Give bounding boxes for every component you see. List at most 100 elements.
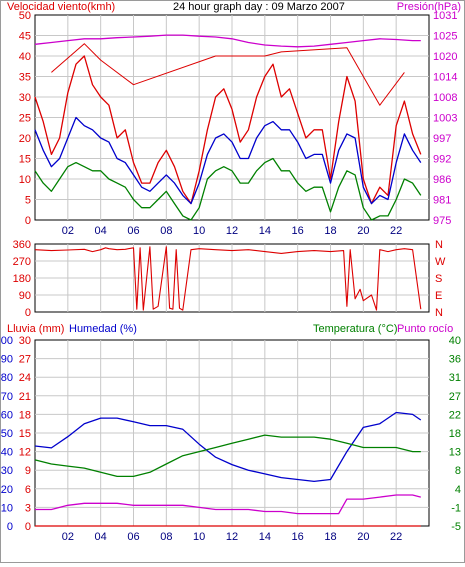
rain-tick-label: 18 bbox=[19, 409, 31, 421]
humidity-tick-label: 100 bbox=[1, 335, 13, 347]
chart-title: 24 hour graph day : 09 Marzo 2007 bbox=[173, 1, 345, 13]
rain-tick-label: 3 bbox=[25, 502, 31, 514]
pressure-axis-label: Presión(hPa) bbox=[397, 1, 461, 13]
humidity-tick-label: 40 bbox=[1, 447, 13, 459]
wind-speed-tick-label: 0 bbox=[25, 215, 31, 227]
pressure-tick-label: 975 bbox=[433, 215, 451, 227]
wind-x-tick-label: 08 bbox=[160, 225, 172, 237]
pressure-tick-label: 992 bbox=[433, 154, 451, 166]
direction-compass-tick-label: N bbox=[435, 239, 443, 251]
humidity-tick-label: 10 bbox=[1, 502, 13, 514]
temperature-tick-label: 8 bbox=[455, 465, 461, 477]
direction-compass-tick-label: N bbox=[435, 307, 443, 319]
direction-degree-tick-label: 360 bbox=[13, 239, 31, 251]
humidity-x-tick-label: 06 bbox=[127, 531, 139, 543]
rain-tick-label: 6 bbox=[25, 484, 31, 496]
wind-speed-tick-label: 35 bbox=[19, 72, 31, 84]
humidity-tick-label: 0 bbox=[7, 521, 13, 533]
wind-series-1 bbox=[51, 43, 405, 106]
humidity-tick-label: 70 bbox=[1, 391, 13, 403]
direction-compass-tick-label: W bbox=[435, 256, 446, 268]
wind-x-tick-label: 18 bbox=[324, 225, 336, 237]
dew-point-axis-label: Punto rocío bbox=[397, 323, 453, 335]
wind-speed-tick-label: 25 bbox=[19, 113, 31, 125]
wind-speed-tick-label: 5 bbox=[25, 195, 31, 207]
humidity-series-2 bbox=[35, 494, 421, 515]
wind-x-tick-label: 10 bbox=[193, 225, 205, 237]
humidity-x-tick-label: 02 bbox=[62, 531, 74, 543]
rain-tick-label: 12 bbox=[19, 447, 31, 459]
pressure-tick-label: 1031 bbox=[433, 10, 457, 22]
temperature-tick-label: 27 bbox=[449, 391, 461, 403]
humidity-x-tick-label: 16 bbox=[292, 531, 304, 543]
pressure-tick-label: 1003 bbox=[433, 113, 457, 125]
wind-speed-tick-label: 45 bbox=[19, 31, 31, 43]
humidity-x-tick-label: 18 bbox=[324, 531, 336, 543]
temperature-tick-label: -1 bbox=[451, 502, 461, 514]
direction-degree-tick-label: 0 bbox=[25, 307, 31, 319]
temperature-tick-label: 4 bbox=[455, 484, 461, 496]
humidity-panel-ticks: 0102030405060708090100036912151821242730… bbox=[0, 335, 461, 543]
rain-tick-label: 21 bbox=[19, 391, 31, 403]
humidity-tick-label: 50 bbox=[1, 428, 13, 440]
humidity-tick-label: 90 bbox=[1, 354, 13, 366]
temperature-tick-label: 13 bbox=[449, 447, 461, 459]
direction-degree-tick-label: 90 bbox=[19, 290, 31, 302]
humidity-series-0 bbox=[34, 411, 422, 483]
humidity-x-tick-label: 10 bbox=[193, 531, 205, 543]
humidity-x-tick-label: 12 bbox=[226, 531, 238, 543]
humidity-tick-label: 60 bbox=[1, 409, 13, 421]
humidity-x-tick-label: 20 bbox=[357, 531, 369, 543]
wind-x-tick-label: 20 bbox=[357, 225, 369, 237]
direction-compass-tick-label: E bbox=[435, 290, 442, 302]
pressure-tick-label: 1014 bbox=[433, 72, 457, 84]
rain-axis-label: Lluvia (mm) bbox=[7, 323, 64, 335]
wind-x-tick-label: 06 bbox=[127, 225, 139, 237]
temperature-tick-label: 18 bbox=[449, 428, 461, 440]
wind-x-tick-label: 02 bbox=[62, 225, 74, 237]
direction-compass-tick-label: S bbox=[435, 273, 442, 285]
temperature-tick-label: 31 bbox=[449, 372, 461, 384]
rain-tick-label: 15 bbox=[19, 428, 31, 440]
temperature-tick-label: 36 bbox=[449, 354, 461, 366]
humidity-axis-label: Humedad (%) bbox=[69, 323, 137, 335]
humidity-series-1 bbox=[34, 434, 421, 478]
wind-series-2 bbox=[34, 116, 422, 205]
wind-speed-tick-label: 20 bbox=[19, 133, 31, 145]
pressure-tick-label: 997 bbox=[433, 133, 451, 145]
temperature-axis-label: Temperatura (°C) bbox=[313, 323, 397, 335]
wind-series-0 bbox=[34, 55, 422, 205]
direction-degree-tick-label: 180 bbox=[13, 273, 31, 285]
rain-tick-label: 27 bbox=[19, 354, 31, 366]
wind-x-tick-label: 14 bbox=[259, 225, 271, 237]
humidity-x-tick-label: 04 bbox=[95, 531, 107, 543]
humidity-x-tick-label: 08 bbox=[160, 531, 172, 543]
wind-pressure-panel: 0 5 10 15 20 25 30 35 40 45 50 975 981 986 992 997 1003 1… bbox=[7, 1, 461, 237]
pressure-tick-label: 1020 bbox=[433, 51, 457, 63]
humidity-x-tick-label: 14 bbox=[259, 531, 271, 543]
wind-speed-tick-label: 50 bbox=[19, 10, 31, 22]
pressure-tick-label: 986 bbox=[433, 174, 451, 186]
pressure-tick-label: 1008 bbox=[433, 92, 457, 104]
wind-series-3 bbox=[34, 157, 422, 221]
rain-tick-label: 9 bbox=[25, 465, 31, 477]
wind-x-tick-label: 16 bbox=[292, 225, 304, 237]
humidity-tick-label: 20 bbox=[1, 484, 13, 496]
temperature-tick-label: 40 bbox=[449, 335, 461, 347]
humidity-x-tick-label: 22 bbox=[390, 531, 402, 543]
direction-series-0 bbox=[34, 246, 422, 311]
direction-panel-series bbox=[34, 246, 422, 311]
pressure-tick-label: 1025 bbox=[433, 31, 457, 43]
direction-degree-tick-label: 270 bbox=[13, 256, 31, 268]
humidity-tick-label: 80 bbox=[1, 372, 13, 384]
wind-panel-series bbox=[34, 34, 422, 221]
pressure-tick-label: 981 bbox=[433, 195, 451, 207]
humidity-tick-label: 30 bbox=[1, 465, 13, 477]
wind-speed-tick-label: 10 bbox=[19, 174, 31, 186]
rain-tick-label: 0 bbox=[25, 521, 31, 533]
temperature-tick-label: 22 bbox=[449, 409, 461, 421]
